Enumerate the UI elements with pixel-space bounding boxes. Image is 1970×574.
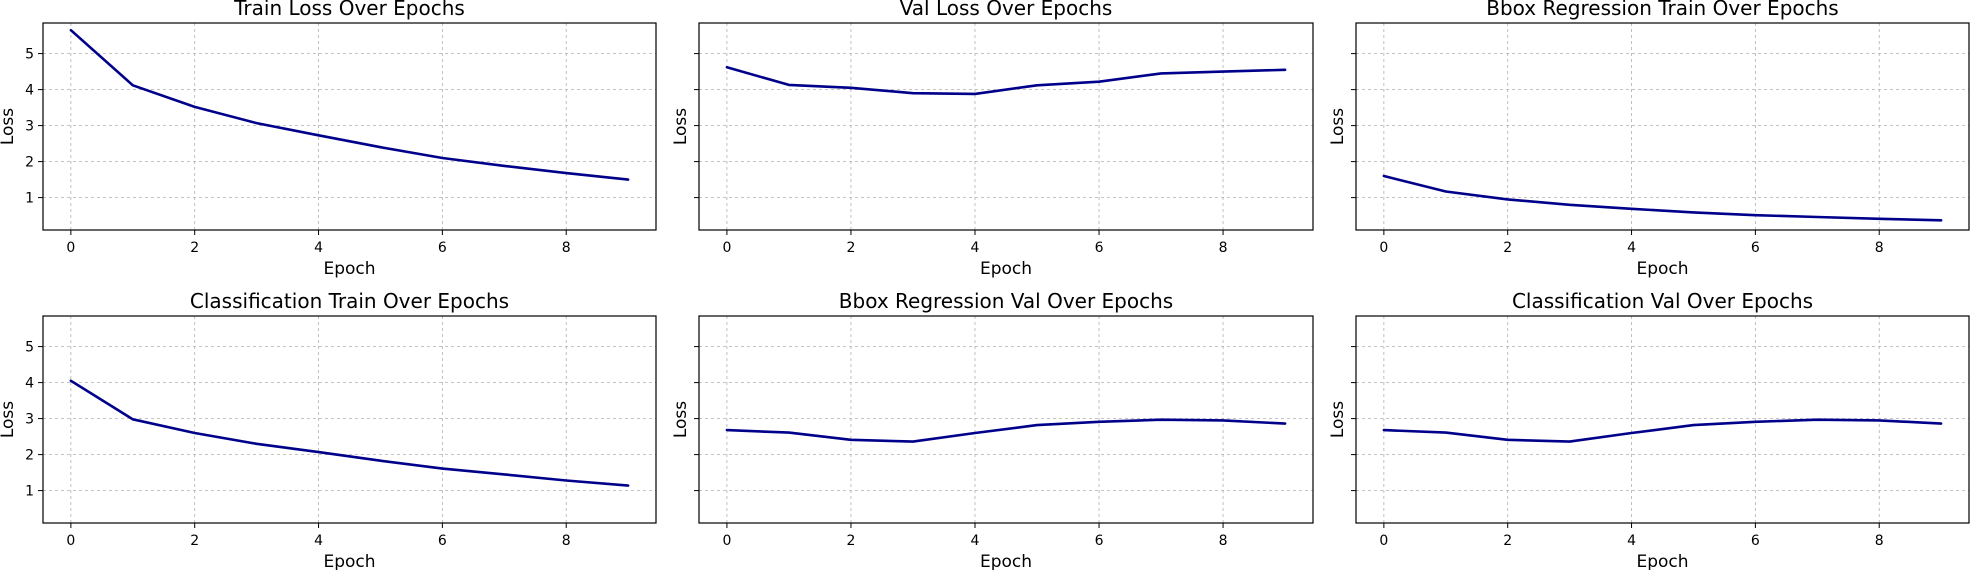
plot-frame: [42, 315, 657, 524]
y-tick-label: 1: [25, 484, 34, 500]
x-tick-label: 0: [1379, 240, 1388, 256]
x-axis-label: Epoch: [323, 552, 375, 570]
x-tick-label: 4: [314, 533, 323, 549]
plot-frame: [1355, 315, 1970, 524]
chart-title: Classification Train Over Epochs: [190, 289, 509, 313]
series-line: [69, 28, 630, 181]
x-tick-label: 2: [190, 240, 199, 256]
x-tick-label: 0: [66, 533, 75, 549]
x-tick-label: 8: [1875, 240, 1884, 256]
chart-title: Bbox Regression Train Over Epochs: [1486, 0, 1838, 20]
x-tick-label: 2: [846, 533, 855, 549]
series-line: [1382, 174, 1943, 222]
y-tick-label: 4: [25, 376, 34, 392]
x-tick-label: 8: [562, 240, 571, 256]
x-tick-label: 2: [190, 533, 199, 549]
series-line: [69, 379, 630, 487]
x-tick-label: 2: [1503, 240, 1512, 256]
y-axis-label: Loss: [671, 401, 691, 438]
y-tick-label: 5: [25, 47, 34, 63]
x-axis-label: Epoch: [980, 552, 1032, 570]
x-axis-label: Epoch: [980, 259, 1032, 279]
x-tick-label: 0: [722, 533, 731, 549]
x-tick-label: 4: [314, 240, 323, 256]
x-tick-label: 8: [1875, 533, 1884, 549]
x-tick-label: 2: [846, 240, 855, 256]
plot-frame: [1355, 22, 1970, 231]
x-tick-label: 6: [1751, 533, 1760, 549]
y-tick-label: 4: [25, 83, 34, 99]
plot-frame: [698, 315, 1314, 524]
series-line: [725, 66, 1287, 96]
x-tick-label: 8: [1219, 533, 1228, 549]
x-tick-label: 0: [722, 240, 731, 256]
plot-frame: [698, 22, 1314, 231]
chart-title: Val Loss Over Epochs: [900, 0, 1113, 20]
x-tick-label: 6: [1095, 533, 1104, 549]
y-tick-label: 1: [25, 191, 34, 207]
x-tick-label: 0: [1379, 533, 1388, 549]
x-tick-label: 8: [1219, 240, 1228, 256]
x-tick-label: 8: [562, 533, 571, 549]
x-tick-label: 4: [971, 533, 980, 549]
x-tick-label: 4: [971, 240, 980, 256]
x-tick-label: 0: [66, 240, 75, 256]
chart-title: Train Loss Over Epochs: [233, 0, 465, 20]
y-axis-label: Loss: [0, 108, 18, 145]
chart-title: Bbox Regression Val Over Epochs: [839, 289, 1173, 313]
y-tick-label: 3: [25, 119, 34, 135]
y-axis-label: Loss: [1328, 401, 1348, 438]
y-tick-label: 2: [25, 448, 34, 464]
x-tick-label: 6: [438, 240, 447, 256]
chart-title: Classification Val Over Epochs: [1512, 289, 1813, 313]
y-axis-label: Loss: [671, 108, 691, 145]
x-tick-label: 4: [1627, 240, 1636, 256]
y-axis-label: Loss: [0, 401, 18, 438]
x-axis-label: Epoch: [1636, 259, 1688, 279]
x-tick-label: 4: [1627, 533, 1636, 549]
y-tick-label: 5: [25, 340, 34, 356]
x-tick-label: 6: [1751, 240, 1760, 256]
y-tick-label: 2: [25, 155, 34, 171]
x-axis-label: Epoch: [323, 259, 375, 279]
x-axis-label: Epoch: [1636, 552, 1688, 570]
y-axis-label: Loss: [1328, 108, 1348, 145]
y-tick-label: 3: [25, 412, 34, 428]
x-tick-label: 2: [1503, 533, 1512, 549]
x-tick-label: 6: [438, 533, 447, 549]
x-tick-label: 6: [1095, 240, 1104, 256]
series-line: [725, 418, 1287, 443]
series-line: [1382, 418, 1943, 443]
plot-frame: [42, 22, 657, 231]
